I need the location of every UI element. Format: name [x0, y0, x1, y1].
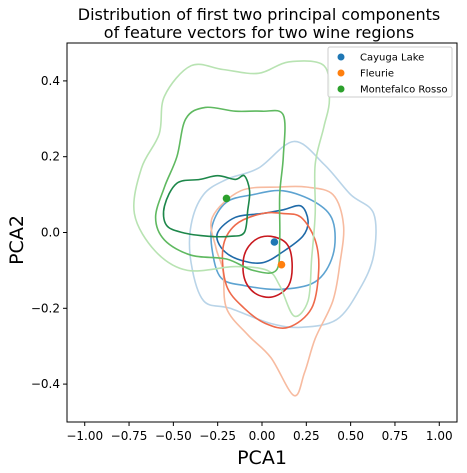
- y-tick-label: 0.0: [41, 226, 60, 240]
- x-tick-label: 1.00: [426, 429, 453, 443]
- contour-fleurie-middle: [221, 211, 320, 329]
- x-tick-label: −0.75: [111, 429, 148, 443]
- mean-points-layer: [222, 194, 286, 269]
- legend-label-cayuga-lake: Cayuga Lake: [360, 53, 424, 64]
- contour-cayuga-lake-middle: [210, 189, 336, 291]
- x-tick-label: 0.75: [382, 429, 409, 443]
- contour-montefalco-rosso-middle: [154, 106, 286, 274]
- mean-point-montefalco-rosso: [222, 194, 231, 203]
- contour-montefalco-rosso-inner: [162, 174, 251, 238]
- y-tick-label: 0.2: [41, 150, 60, 164]
- x-tick-label: −1.00: [66, 429, 103, 443]
- contour-cayuga-lake-outer: [188, 140, 377, 329]
- y-axis-label: PCA2: [6, 215, 28, 265]
- x-tick-label: −0.25: [199, 429, 236, 443]
- legend-marker-cayuga-lake: [337, 53, 345, 61]
- chart-title-line-2: of feature vectors for two wine regions: [104, 23, 414, 42]
- contour-fleurie-outer: [210, 185, 345, 397]
- legend-label-montefalco-rosso: Montefalco Rosso: [360, 85, 448, 96]
- chart-title-line-1: Distribution of first two principal comp…: [78, 5, 440, 24]
- legend-label-fleurie: Fleurie: [360, 69, 394, 80]
- mean-point-fleurie: [277, 260, 286, 269]
- x-tick-label: −0.50: [155, 429, 192, 443]
- x-tick-label: 0.25: [293, 429, 320, 443]
- legend: Cayuga Lake Fleurie Montefalco Rosso: [327, 46, 453, 98]
- y-tick-label: −0.2: [31, 301, 60, 315]
- contour-layer: [133, 60, 377, 397]
- legend-box: [327, 46, 453, 98]
- x-axis-ticks: −1.00 −0.75 −0.50 −0.25 0.00 0.25 0.50 0.75 1.00: [66, 422, 453, 443]
- x-axis-label: PCA1: [237, 447, 287, 469]
- y-tick-label: 0.4: [41, 74, 60, 88]
- legend-marker-fleurie: [337, 69, 345, 77]
- contour-fleurie-inner: [242, 235, 293, 299]
- legend-marker-montefalco-rosso: [337, 85, 345, 93]
- y-tick-label: −0.4: [31, 377, 60, 391]
- x-tick-label: 0.00: [249, 429, 276, 443]
- y-axis-ticks: −0.4 −0.2 0.0 0.2 0.4: [31, 74, 67, 391]
- mean-point-cayuga-lake: [270, 238, 279, 246]
- contour-montefalco-rosso-outer: [133, 60, 331, 318]
- x-tick-label: 0.50: [337, 429, 364, 443]
- plot-frame: [66, 42, 458, 423]
